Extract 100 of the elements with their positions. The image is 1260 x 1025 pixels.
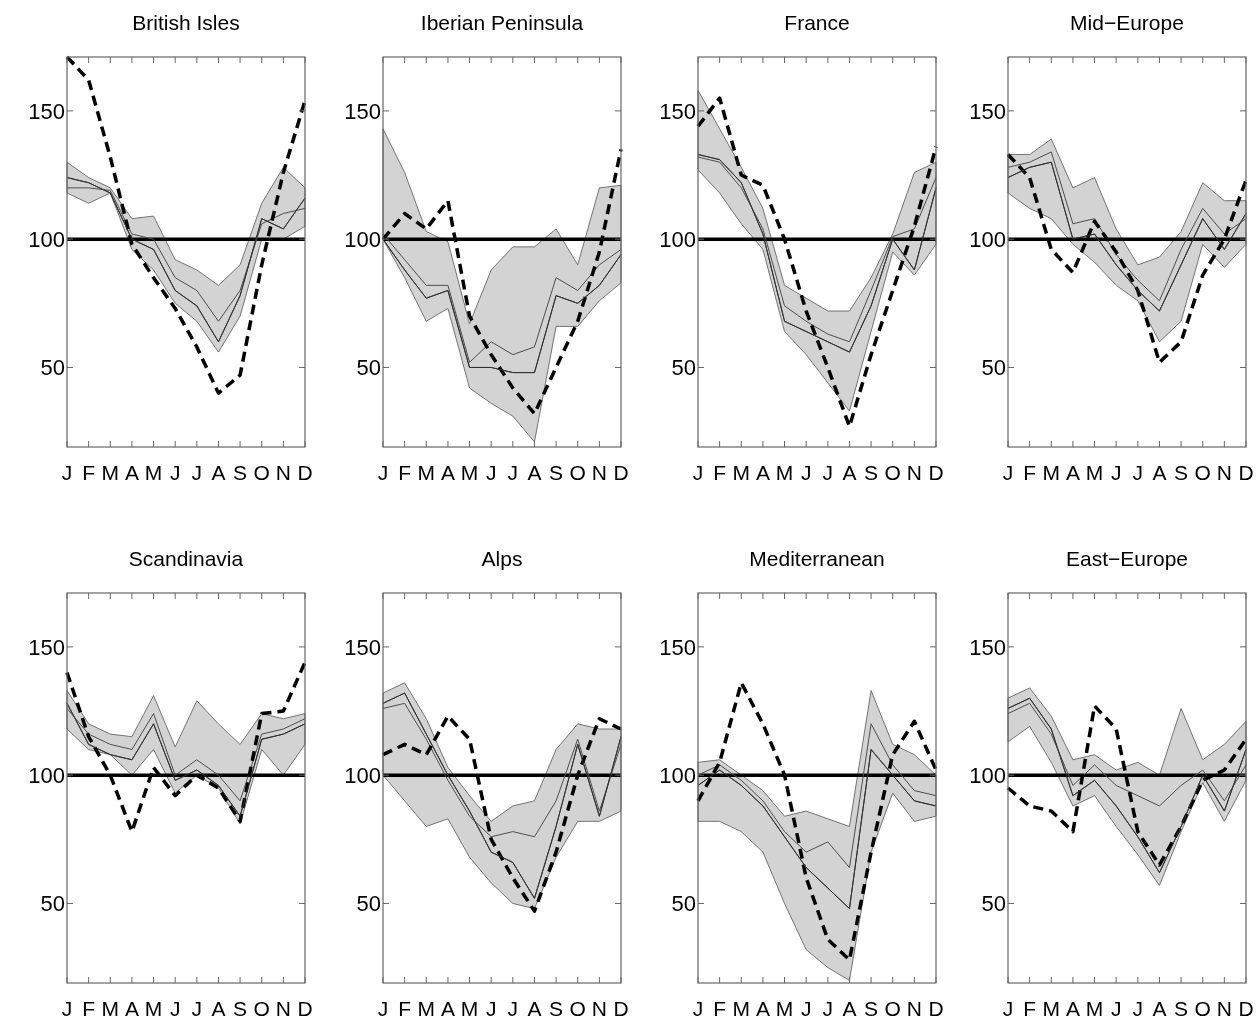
y-tick-label: 100 <box>344 762 381 788</box>
x-tick-label: A <box>440 997 455 1020</box>
x-tick-label: N <box>1216 997 1232 1020</box>
y-tick-label: 150 <box>28 634 65 660</box>
x-tick-label: M <box>1042 461 1061 484</box>
chart-title: British Isles <box>132 11 240 34</box>
x-tick-label: A <box>842 461 857 484</box>
x-tick-label: M <box>1085 461 1104 484</box>
chart-title: Scandinavia <box>128 547 244 570</box>
x-tick-label: A <box>755 997 770 1020</box>
x-tick-label: J <box>485 461 497 484</box>
x-tick-label: O <box>569 997 586 1020</box>
x-tick-label: J <box>800 997 812 1020</box>
chart-title: Alps <box>481 547 523 570</box>
x-tick-label: M <box>460 997 479 1020</box>
x-tick-label: D <box>297 461 313 484</box>
x-tick-label: N <box>591 461 607 484</box>
y-tick-label: 50 <box>981 355 1006 381</box>
x-tick-label: D <box>297 997 313 1020</box>
y-tick-label: 100 <box>659 226 696 252</box>
chart-title: East−Europe <box>1065 547 1189 570</box>
x-tick-label: N <box>275 997 291 1020</box>
y-tick-label: 50 <box>671 891 696 917</box>
x-tick-label: S <box>233 997 248 1020</box>
x-tick-label: J <box>169 461 181 484</box>
x-tick-label: J <box>1002 997 1014 1020</box>
x-tick-label: S <box>1174 461 1189 484</box>
x-tick-label: J <box>191 461 203 484</box>
y-tick-label: 150 <box>28 98 65 124</box>
x-tick-label: A <box>124 997 139 1020</box>
x-tick-label: A <box>211 997 226 1020</box>
line-series <box>381 714 623 913</box>
x-tick-label: D <box>613 997 629 1020</box>
x-tick-label: M <box>1085 997 1104 1020</box>
x-tick-label: J <box>1110 461 1122 484</box>
x-tick-label: J <box>1002 461 1014 484</box>
x-tick-label: F <box>82 461 96 484</box>
y-tick-label: 100 <box>344 226 381 252</box>
chart-title: France <box>784 11 850 34</box>
x-tick-label: M <box>775 997 794 1020</box>
x-tick-label: J <box>377 997 389 1020</box>
chart-title: Mid−Europe <box>1070 11 1184 34</box>
x-tick-label: J <box>800 461 812 484</box>
x-tick-label: J <box>822 997 834 1020</box>
chart-title: Iberian Peninsula <box>420 11 584 34</box>
x-tick-label: N <box>275 461 291 484</box>
x-tick-label: M <box>732 997 751 1020</box>
x-tick-label: S <box>233 461 248 484</box>
y-tick-label: 100 <box>28 762 65 788</box>
x-tick-label: N <box>906 461 922 484</box>
x-tick-label: A <box>211 461 226 484</box>
x-tick-label: O <box>884 997 901 1020</box>
x-tick-label: J <box>692 997 704 1020</box>
x-tick-label: A <box>1152 461 1167 484</box>
x-tick-label: O <box>884 461 901 484</box>
y-tick-label: 100 <box>969 226 1006 252</box>
x-tick-label: A <box>124 461 139 484</box>
y-tick-label: 50 <box>981 891 1006 917</box>
x-tick-label: F <box>398 461 412 484</box>
x-tick-label: S <box>864 461 879 484</box>
x-tick-label: S <box>549 461 564 484</box>
y-tick-label: 150 <box>659 98 696 124</box>
y-tick-label: 100 <box>659 762 696 788</box>
x-tick-label: S <box>1174 997 1189 1020</box>
x-tick-label: A <box>842 997 857 1020</box>
x-tick-label: F <box>713 461 727 484</box>
x-tick-label: M <box>417 461 436 484</box>
x-tick-label: O <box>253 461 270 484</box>
x-tick-label: M <box>144 461 163 484</box>
x-tick-label: N <box>591 997 607 1020</box>
y-tick-label: 50 <box>356 891 381 917</box>
y-tick-label: 100 <box>969 762 1006 788</box>
x-tick-label: A <box>440 461 455 484</box>
x-tick-label: F <box>82 997 96 1020</box>
x-tick-label: D <box>928 997 944 1020</box>
x-tick-label: J <box>169 997 181 1020</box>
y-tick-label: 150 <box>344 634 381 660</box>
x-tick-label: N <box>1216 461 1232 484</box>
x-tick-label: M <box>144 997 163 1020</box>
x-tick-label: F <box>1023 997 1037 1020</box>
line-series <box>1006 152 1248 365</box>
x-tick-label: J <box>191 997 203 1020</box>
x-tick-label: O <box>569 461 586 484</box>
x-tick-label: M <box>101 461 120 484</box>
x-tick-label: A <box>527 461 542 484</box>
x-tick-label: A <box>755 461 770 484</box>
x-tick-label: F <box>1023 461 1037 484</box>
x-tick-label: J <box>822 461 834 484</box>
x-tick-label: D <box>928 461 944 484</box>
x-tick-label: A <box>1065 997 1080 1020</box>
x-tick-label: O <box>1194 997 1211 1020</box>
y-tick-label: 50 <box>356 355 381 381</box>
x-tick-label: J <box>485 997 497 1020</box>
y-tick-label: 150 <box>969 98 1006 124</box>
x-tick-label: J <box>507 997 519 1020</box>
y-tick-label: 150 <box>969 634 1006 660</box>
x-tick-label: D <box>1238 461 1254 484</box>
line-series <box>65 55 307 395</box>
x-tick-label: O <box>1194 461 1211 484</box>
x-tick-label: J <box>1132 461 1144 484</box>
